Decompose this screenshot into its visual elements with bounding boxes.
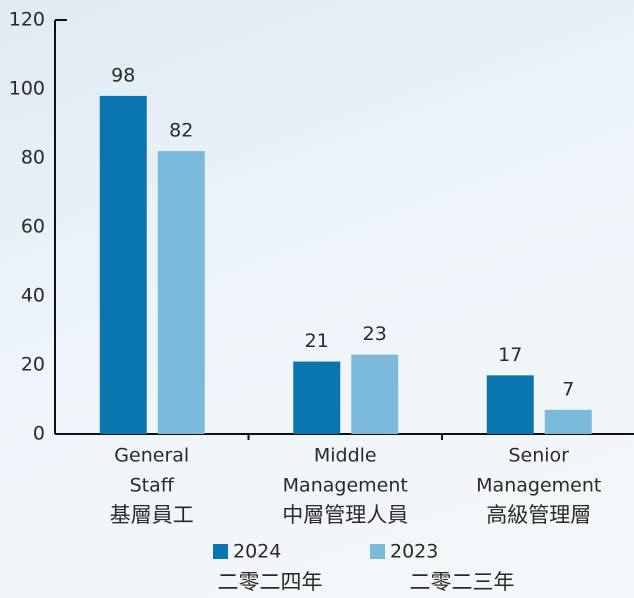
bar xyxy=(544,409,592,434)
y-tick-label: 0 xyxy=(33,423,45,445)
y-tick-label: 80 xyxy=(21,147,45,169)
x-tick-label: Senior xyxy=(508,445,569,467)
value-label: 17 xyxy=(498,344,522,366)
x-tick-label: General xyxy=(114,445,189,467)
legend-swatch xyxy=(370,544,385,559)
legend-label: 2024 xyxy=(233,541,281,563)
x-tick-label: Middle xyxy=(314,445,377,467)
x-tick-label: Staff xyxy=(130,475,175,497)
legend-label: 二零二三年 xyxy=(410,570,515,594)
bar xyxy=(351,354,399,434)
value-label: 7 xyxy=(562,378,574,400)
y-tick-label: 20 xyxy=(21,354,45,376)
bar xyxy=(293,361,341,434)
legend-label: 二零二四年 xyxy=(218,570,323,594)
legend-label: 2023 xyxy=(390,541,438,563)
x-tick-label: 高級管理層 xyxy=(486,503,591,527)
x-tick-label: Management xyxy=(476,475,601,497)
x-tick-label: Management xyxy=(283,475,408,497)
bar xyxy=(99,95,147,435)
bar xyxy=(486,375,534,434)
y-tick-label: 120 xyxy=(9,9,45,31)
y-tick-label: 60 xyxy=(21,216,45,238)
bar xyxy=(157,151,205,434)
value-label: 21 xyxy=(305,330,329,352)
y-tick-label: 100 xyxy=(9,78,45,100)
value-label: 98 xyxy=(111,64,135,86)
value-label: 82 xyxy=(169,120,193,142)
value-label: 23 xyxy=(363,323,387,345)
y-tick-label: 40 xyxy=(21,285,45,307)
x-tick-label: 基層員工 xyxy=(110,503,194,527)
x-tick-label: 中層管理人員 xyxy=(282,503,408,527)
legend-swatch xyxy=(213,544,228,559)
